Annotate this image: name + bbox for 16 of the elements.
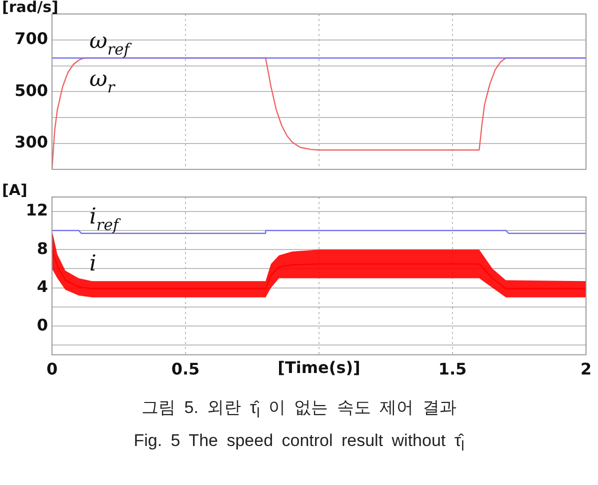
y-tick-label: 4 [36, 277, 48, 296]
series-label: i [89, 251, 96, 276]
caption: Fig. 5 The speed control result without τ̂$_{l}$ [132, 431, 466, 455]
y-tick-label: 0 [36, 315, 48, 334]
caption: 그림 5. 외란 τ̂$_{l}$ 이 없는 속도 제어 결과 [140, 397, 458, 422]
y-axis-title: [rad/s] [2, 0, 58, 16]
y-tick-label: 12 [26, 200, 48, 220]
y-axis-title: [A] [2, 181, 28, 199]
y-tick-label: 300 [14, 132, 48, 152]
x-tick-label: 1.5 [438, 360, 467, 379]
x-tick-label: 2 [580, 360, 592, 379]
y-tick-label: 700 [14, 29, 48, 48]
y-tick-label: 500 [14, 80, 48, 100]
y-tick-label: 8 [36, 238, 48, 258]
x-axis-title: [Time(s)] [278, 358, 360, 377]
x-tick-label: 0.5 [171, 360, 200, 379]
